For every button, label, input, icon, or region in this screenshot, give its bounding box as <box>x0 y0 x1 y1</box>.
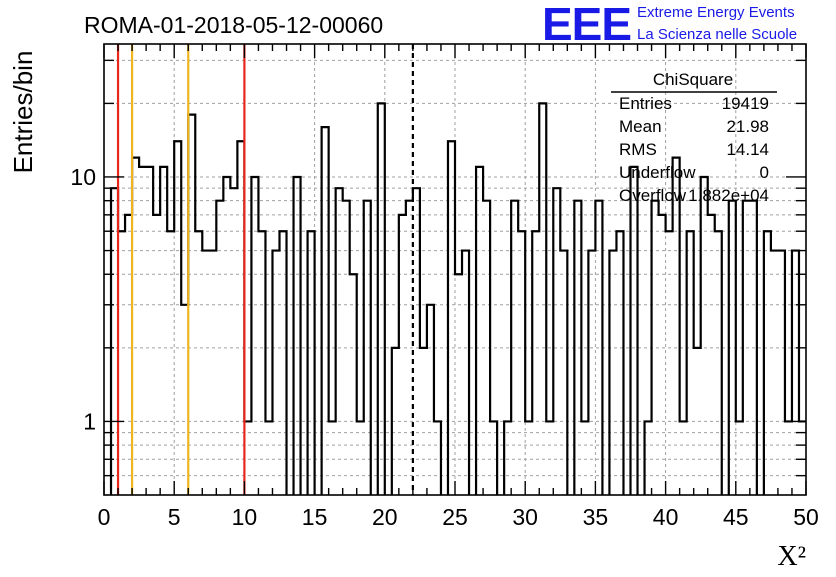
reference-lines <box>116 44 414 495</box>
stats-row-value: 1.882e+04 <box>688 186 769 205</box>
x-tick-label: 30 <box>512 504 538 530</box>
stats-row-value: 0 <box>760 163 769 182</box>
axis-ticks: 0 5 10 15 20 25 30 35 40 45 50 1 10 <box>70 44 819 530</box>
x-tick-label: 0 <box>98 504 111 530</box>
stats-row-label: Underflow <box>619 163 696 182</box>
x-tick-label: 45 <box>723 504 749 530</box>
stats-row-label: Mean <box>619 117 662 136</box>
x-tick-label: 50 <box>793 504 819 530</box>
x-tick-label: 35 <box>583 504 609 530</box>
x-tick-label: 40 <box>653 504 679 530</box>
y-tick-label: 1 <box>83 408 96 434</box>
x-axis-label: X² <box>777 541 806 572</box>
eee-logo: EEE Extreme Energy Events La Scienza nel… <box>542 0 797 50</box>
stats-row-value: 21.98 <box>726 117 769 136</box>
histogram-series <box>109 102 806 495</box>
stats-box: ChiSquare Entries 19419 Mean 21.98 RMS 14.14 U… <box>611 70 777 205</box>
y-axis-label: Entries/bin <box>8 51 38 174</box>
x-tick-label: 15 <box>302 504 328 530</box>
stats-row-label: Entries <box>619 94 672 113</box>
x-tick-label: 10 <box>232 504 258 530</box>
x-tick-label: 5 <box>168 504 181 530</box>
logo-line-2: La Scienza nelle Scuole <box>637 26 797 43</box>
y-tick-label: 10 <box>70 164 96 190</box>
x-tick-label: 20 <box>372 504 398 530</box>
logo-line-1: Extreme Energy Events <box>637 4 795 21</box>
stats-row-label: Overflow <box>619 186 687 205</box>
x-tick-label: 25 <box>442 504 468 530</box>
eee-logo-mark: EEE <box>542 0 631 50</box>
stats-box-title: ChiSquare <box>653 70 733 89</box>
stats-row-value: 19419 <box>722 94 769 113</box>
stats-row-label: RMS <box>619 140 657 159</box>
histogram-step-line <box>109 102 806 495</box>
stats-row-value: 14.14 <box>726 140 769 159</box>
chart-title: ROMA-01-2018-05-12-00060 <box>84 12 383 38</box>
